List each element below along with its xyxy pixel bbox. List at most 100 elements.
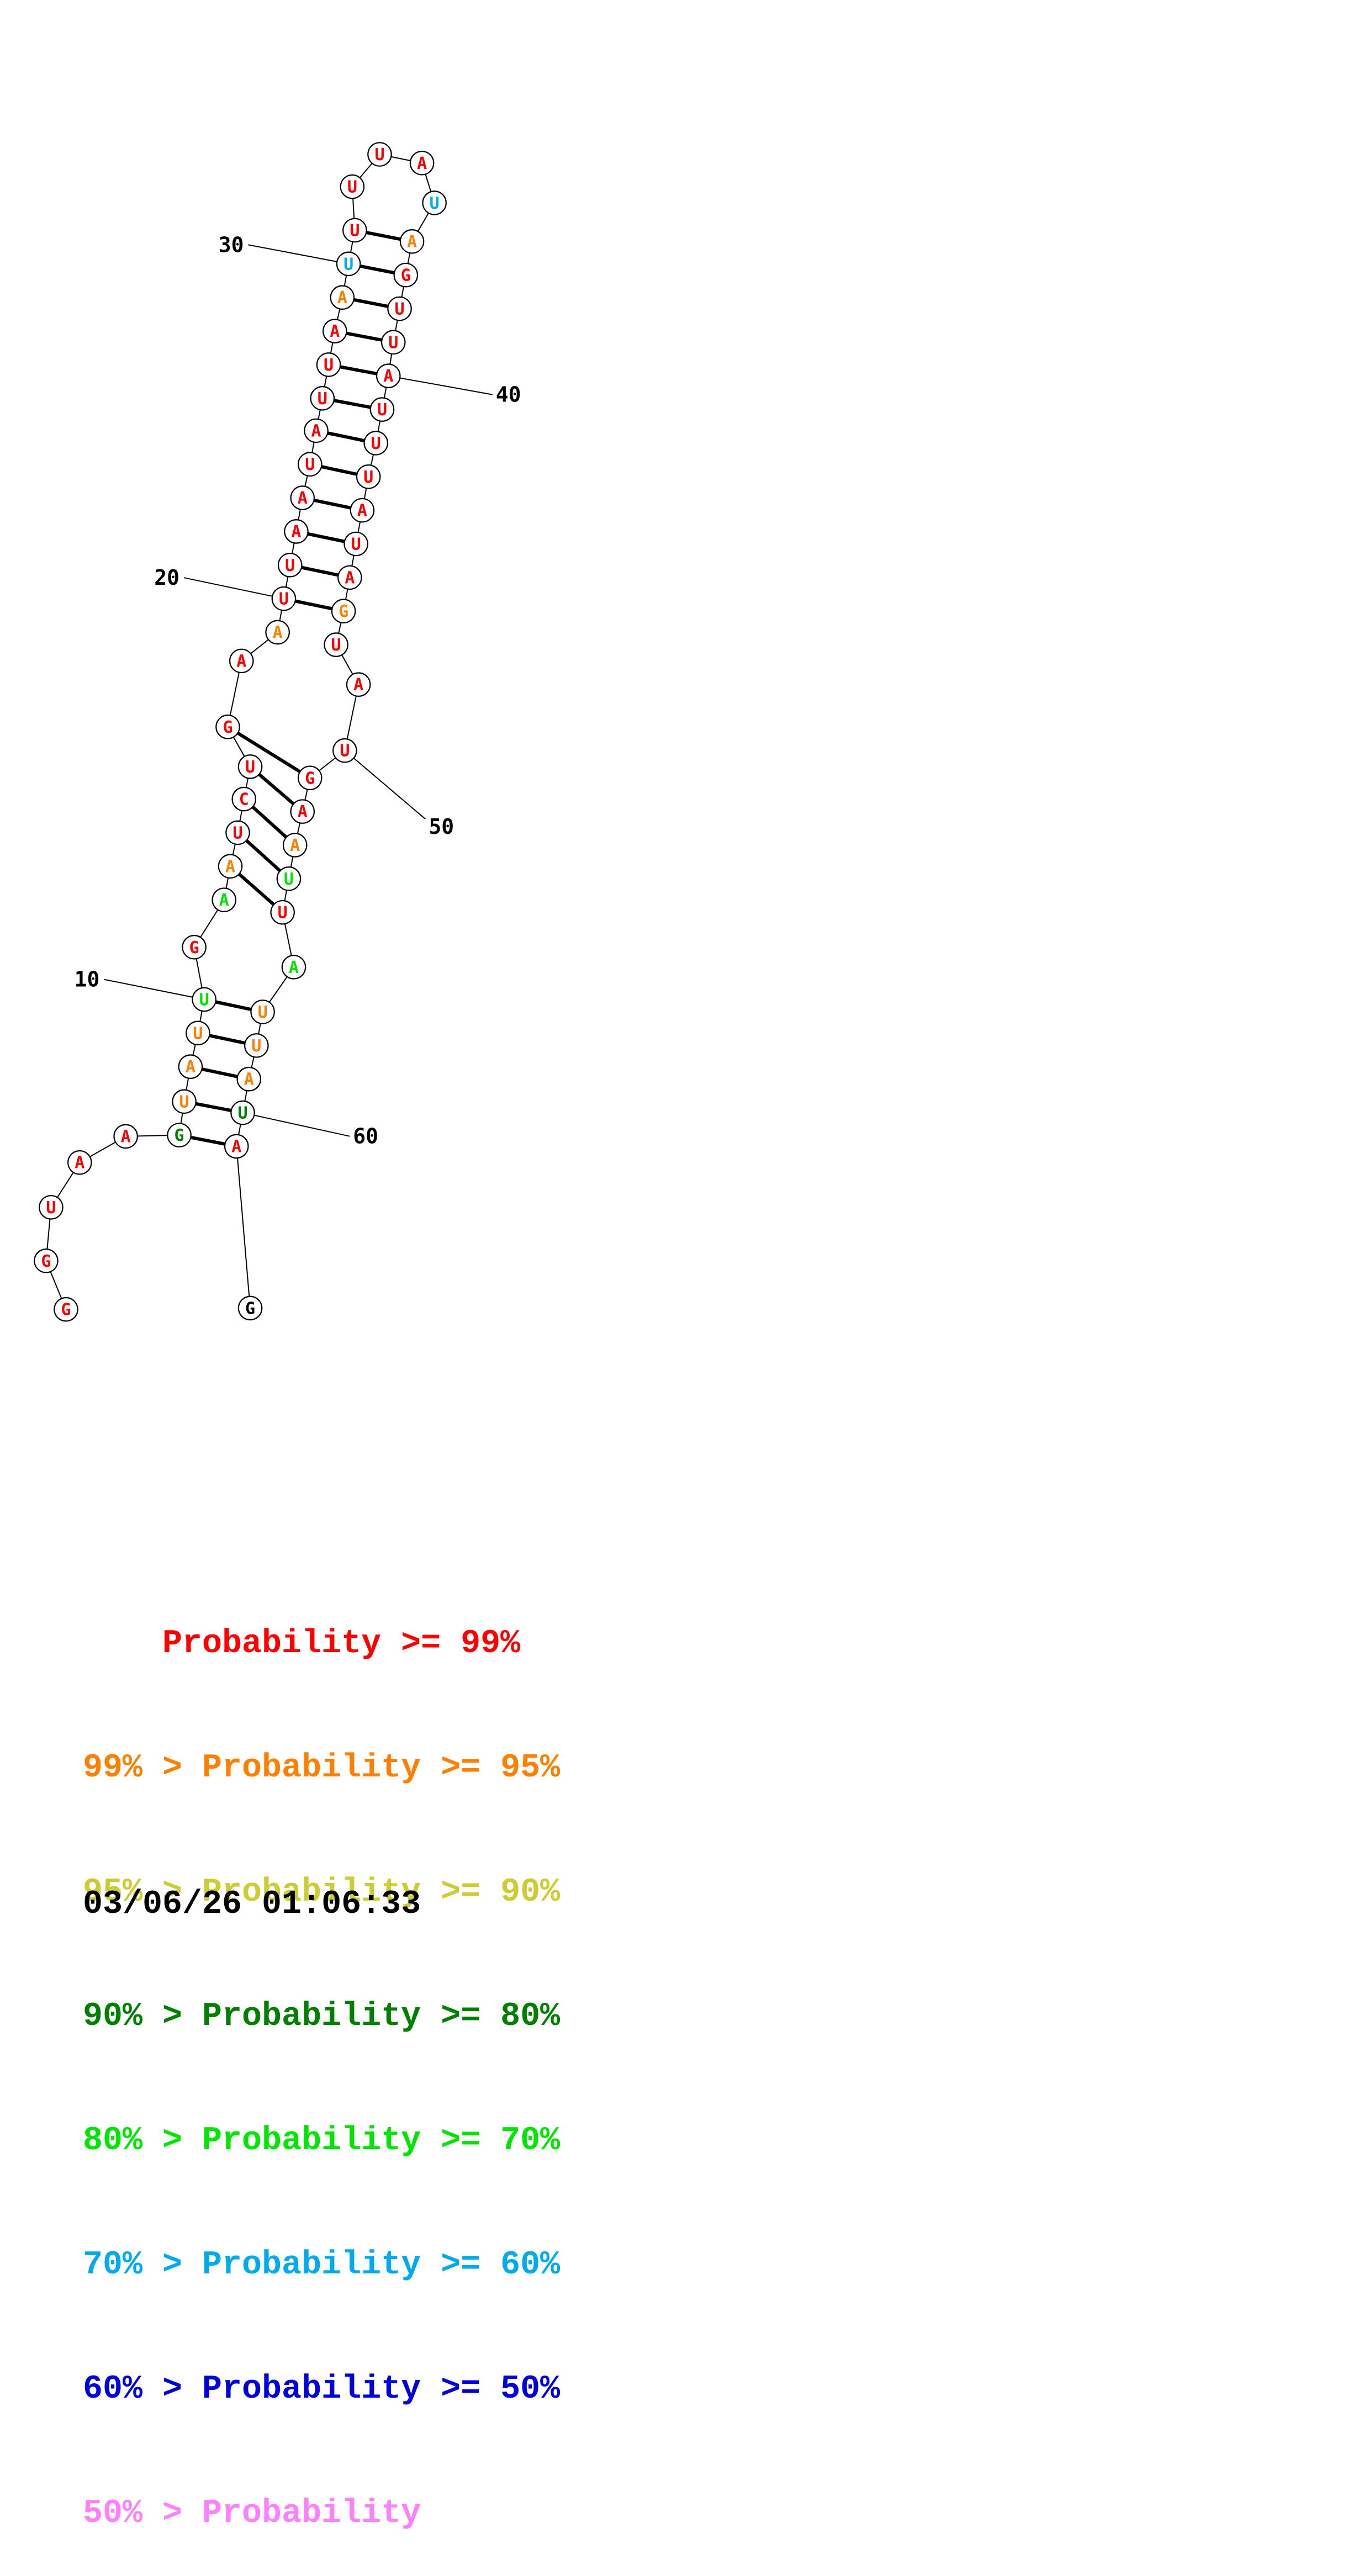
nucleotide-circle (380, 330, 406, 355)
nucleotide-circle (276, 866, 302, 891)
nucleotide-letter: U (318, 389, 327, 409)
nucleotide-circle (265, 620, 290, 645)
nucleotide-letter: A (345, 568, 355, 588)
nucleotide-circle (250, 999, 275, 1024)
nucleotide-circle (337, 565, 362, 590)
nucleotide-letter: A (225, 857, 235, 876)
legend-line-p80: 90% > Probability >= 80% (83, 1998, 561, 2035)
nucleotide-letter: U (279, 590, 289, 609)
nucleotide-letter: U (340, 742, 350, 761)
nucleotide-letter: A (383, 367, 393, 386)
nucleotide: U (250, 999, 275, 1024)
nucleotide-circle (282, 833, 308, 858)
nucleotide-circle (304, 418, 329, 443)
position-tick-line (104, 978, 204, 1000)
nucleotide: U (244, 1033, 269, 1058)
nucleotide-letter: A (273, 623, 283, 643)
nucleotide-circle (422, 191, 447, 215)
nucleotide-circle (399, 229, 425, 254)
nucleotide: U (422, 191, 447, 215)
nucleotide-circle (270, 900, 295, 925)
nucleotide: A (282, 833, 308, 858)
nucleotide: U (270, 900, 295, 925)
nucleotide-letter: A (353, 675, 363, 695)
nucleotide: A (224, 1134, 249, 1159)
nucleotide-circle (218, 854, 243, 879)
nucleotide: G (215, 715, 240, 739)
nucleotide: A (265, 620, 290, 645)
nucleotide: A (399, 229, 425, 254)
nucleotide-circle (323, 319, 347, 343)
nucleotide: U (340, 174, 365, 199)
nucleotide-circle (54, 1297, 78, 1322)
nucleotide-circle (376, 363, 401, 388)
nucleotide-letter: G (41, 1252, 51, 1271)
nucleotide: U (380, 330, 406, 355)
nucleotide: A (330, 285, 355, 310)
legend-line-p90: 95% > Probability >= 90% (83, 1874, 561, 1911)
nucleotide-circle (350, 498, 375, 523)
nucleotide-letter: G (61, 1300, 71, 1320)
nucleotide-letter: A (298, 489, 308, 508)
nucleotide-circle (290, 799, 315, 824)
nucleotide-letter: U (199, 990, 209, 1009)
nucleotide: A (346, 672, 371, 697)
nucleotide-letter: U (285, 556, 295, 575)
nucleotide-circle (316, 352, 341, 377)
nucleotide: A (67, 1150, 92, 1175)
nucleotide-circle (39, 1195, 64, 1220)
nucleotide-circle (297, 765, 323, 791)
nucleotide: U (316, 352, 341, 377)
nucleotide-circle (271, 586, 297, 611)
nucleotide-circle (230, 1100, 255, 1125)
nucleotide-circle (225, 820, 250, 845)
nucleotide: U (39, 1195, 64, 1220)
nucleotide: A (236, 1066, 262, 1092)
nucleotide: U (324, 632, 348, 657)
nucleotide: A (218, 854, 243, 879)
nucleotide-letter: A (75, 1154, 84, 1173)
nucleotide: A (376, 363, 401, 388)
nucleotide: U (271, 586, 297, 611)
nucleotide-letter: U (46, 1198, 56, 1218)
nucleotide-circle (356, 464, 381, 489)
nucleotide-letter: A (236, 652, 246, 671)
nucleotide: A (178, 1054, 203, 1079)
probability-legend: Probability >= 99% 99% > Probability >= … (83, 1541, 560, 2576)
nucleotide-letter: U (388, 333, 398, 352)
nucleotide-letter: A (337, 288, 347, 308)
nucleotide: G (182, 935, 207, 960)
legend-line-p50: 60% > Probability >= 50% (83, 2371, 561, 2408)
position-tick-line (183, 577, 284, 600)
nucleotide-circle (290, 485, 315, 510)
base-pair-line (226, 725, 311, 780)
nucleotide-circle (297, 452, 323, 477)
nucleotide-letter: U (395, 299, 405, 319)
nucleotide-circle (330, 285, 355, 310)
nucleotide-circle (192, 987, 216, 1012)
nucleotide-circle (229, 648, 254, 674)
nucleotide-letter: A (311, 421, 321, 441)
nucleotide-circle (237, 754, 263, 779)
nucleotide: G (54, 1297, 78, 1322)
nucleotide-letter: U (371, 434, 381, 453)
nucleotide-letter: U (251, 1036, 261, 1056)
nucleotide: U (297, 452, 323, 477)
nucleotide: U (230, 1100, 255, 1125)
legend-line-p60: 70% > Probability >= 60% (83, 2246, 561, 2284)
nucleotide-letter: A (290, 836, 300, 855)
nucleotide-letter: G (401, 266, 411, 285)
nucleotide-letter: U (258, 1003, 268, 1022)
nucleotide: A (284, 519, 309, 544)
nucleotide-circle (67, 1150, 92, 1175)
nucleotide-letter: A (357, 501, 367, 521)
nucleotide: A (409, 150, 435, 176)
nucleotide-letter: A (330, 322, 340, 341)
nucleotide-letter: A (186, 1057, 195, 1077)
nucleotide-circle (244, 1033, 269, 1058)
nucleotide: U (277, 553, 303, 578)
nucleotide-circle (367, 142, 392, 167)
nucleotide-letter: A (289, 958, 299, 977)
nucleotide-letter: U (179, 1092, 189, 1112)
position-label: 30 (219, 232, 244, 257)
